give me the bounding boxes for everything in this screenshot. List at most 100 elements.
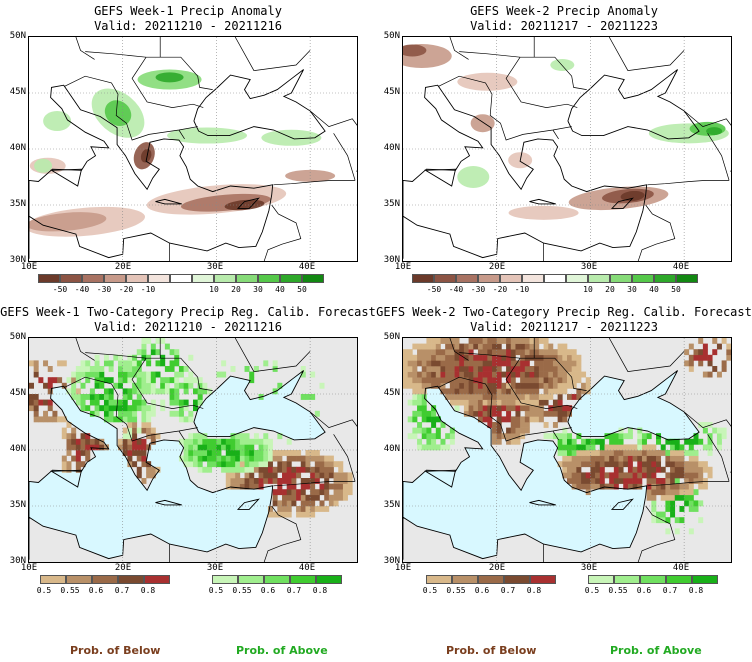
probability-cell — [726, 354, 731, 361]
probability-cell — [576, 433, 582, 440]
probability-cell — [310, 455, 316, 462]
probability-cell — [99, 377, 105, 384]
probability-cell — [338, 466, 344, 473]
probability-cell — [61, 416, 67, 423]
probability-cell — [426, 338, 432, 344]
probability-cell — [193, 399, 198, 406]
probability-cell — [496, 338, 502, 344]
anomaly-shading — [457, 72, 518, 91]
probability-cell — [132, 354, 138, 361]
probability-cell — [277, 511, 283, 518]
probability-cell — [136, 472, 142, 479]
probability-cell — [146, 360, 152, 367]
probability-cell — [263, 438, 269, 445]
probability-cell — [300, 489, 306, 496]
probability-cell — [492, 338, 498, 344]
anomaly-shading — [620, 190, 645, 202]
probability-cell — [510, 422, 516, 428]
probability-cell — [47, 405, 53, 412]
probability-cell — [613, 450, 619, 456]
colorbar-label: 30 — [627, 285, 637, 294]
probability-cell — [235, 433, 241, 440]
probability-cell — [557, 343, 563, 350]
probability-cell — [567, 377, 572, 384]
probability-cell — [693, 461, 699, 468]
probability-cell — [33, 360, 39, 367]
probability-cell — [286, 483, 292, 490]
probability-cell — [567, 438, 572, 445]
probability-cell — [286, 489, 292, 496]
probability-cell — [515, 394, 521, 400]
island-outline — [610, 498, 634, 510]
probability-cell — [300, 494, 306, 501]
probability-cell — [118, 377, 124, 384]
probability-cell — [249, 377, 255, 384]
probability-cell — [296, 511, 302, 518]
probability-cell — [637, 461, 643, 468]
probability-cell — [440, 388, 446, 395]
probability-cell — [136, 427, 142, 434]
probability-cell — [660, 483, 666, 490]
probability-cell — [277, 455, 283, 462]
probability-cell — [496, 360, 502, 367]
probability-cell — [585, 478, 591, 484]
probability-cell — [520, 366, 526, 372]
probability-cell — [515, 360, 521, 367]
probability-cell — [604, 455, 610, 462]
probability-cell — [538, 349, 544, 356]
probability-cell — [698, 461, 704, 468]
probability-cell — [538, 416, 544, 423]
probability-cell — [721, 338, 727, 344]
probability-cell — [71, 394, 77, 400]
probability-cell — [463, 410, 469, 417]
probability-cell — [407, 349, 413, 356]
probability-cell — [623, 444, 629, 451]
probability-cell — [641, 461, 647, 468]
probability-cell — [230, 461, 236, 468]
probability-cell — [282, 478, 288, 484]
probability-cell — [258, 466, 264, 473]
probability-cell — [567, 349, 572, 356]
probability-cell — [253, 483, 259, 490]
probability-cell — [43, 416, 49, 423]
probability-cell — [52, 377, 58, 384]
probability-cell — [258, 455, 264, 462]
probability-cell — [562, 343, 568, 350]
probability-cell — [277, 489, 283, 496]
probability-cell — [403, 377, 408, 384]
probability-cell — [449, 377, 455, 384]
probability-cell — [440, 377, 446, 384]
probability-cell — [286, 494, 292, 501]
map-week1-probability — [28, 337, 358, 563]
probability-cell — [146, 466, 152, 473]
probability-cell — [146, 427, 152, 434]
probability-cell — [637, 455, 643, 462]
probability-cell — [492, 388, 498, 395]
panel-week1-probability: GEFS Week-1 Two-Category Precip Reg. Cal… — [0, 300, 376, 662]
probability-cell — [183, 450, 189, 456]
probability-cell — [225, 466, 231, 473]
probability-cell — [487, 377, 493, 384]
lat-label-40n: 40N — [383, 444, 400, 454]
probability-cell — [562, 349, 568, 356]
probability-cell — [118, 366, 124, 372]
probability-cell — [71, 427, 77, 434]
probability-cell — [459, 388, 465, 395]
probability-cell — [552, 366, 558, 372]
probability-cell — [300, 466, 306, 473]
probability-cell — [249, 450, 255, 456]
probability-cell — [463, 371, 469, 378]
probability-cell — [684, 494, 690, 501]
probability-cell — [632, 450, 638, 456]
probability-cell — [571, 472, 577, 479]
probability-cell — [193, 438, 198, 445]
probability-cell — [431, 416, 437, 423]
probability-cell — [421, 360, 427, 367]
probability-cell — [702, 422, 708, 428]
probability-cell — [567, 472, 572, 479]
probability-cell — [305, 483, 311, 490]
probability-cell — [548, 371, 554, 378]
probability-cell — [146, 371, 152, 378]
probability-cell — [562, 438, 568, 445]
probability-cell — [595, 438, 601, 445]
